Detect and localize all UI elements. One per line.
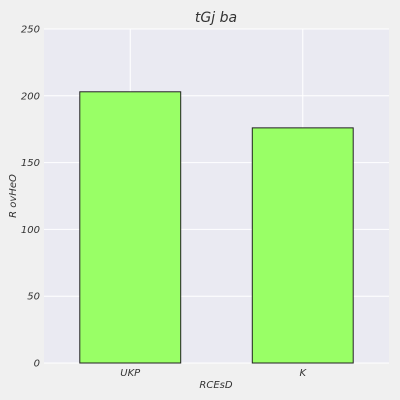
bar-k [251, 127, 354, 364]
bars [79, 91, 354, 364]
y-tick-label: 250 [21, 25, 40, 36]
y-axis-ticks: 0 50 100 150 200 250 [21, 25, 40, 370]
x-axis-label: RCEsD [199, 380, 232, 391]
y-tick-label: 200 [21, 91, 40, 102]
y-axis-label: R ovHeO [8, 174, 19, 218]
x-tick-label: UKP [120, 368, 141, 379]
x-tick-label: K [299, 368, 307, 379]
y-tick-label: 50 [27, 292, 40, 303]
y-tick-label: 150 [21, 158, 40, 169]
chart-title: tGj ba [195, 10, 237, 26]
y-tick-label: 0 [34, 359, 40, 370]
bar-ukp [79, 91, 182, 364]
y-tick-label: 100 [21, 225, 40, 236]
x-axis-ticks: UKP K [120, 368, 307, 379]
